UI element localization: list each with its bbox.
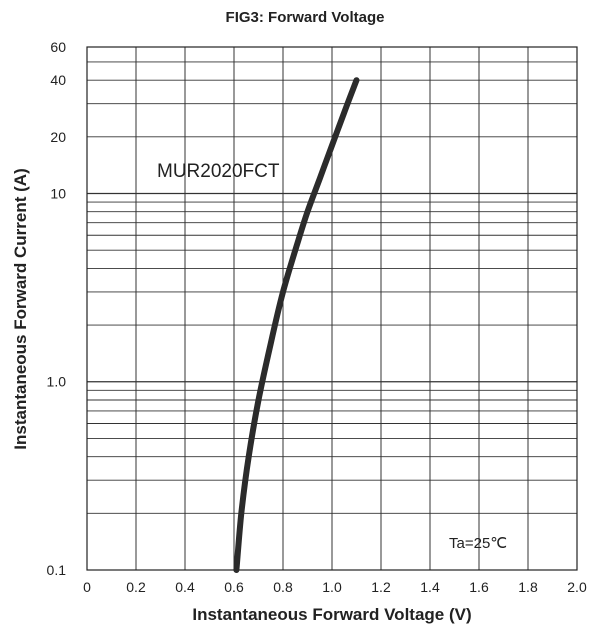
x-tick-label: 1.0 [322, 579, 342, 595]
y-tick-label: 10 [50, 185, 66, 201]
y-tick-label: 0.1 [47, 562, 67, 578]
chart-title: FIG3: Forward Voltage [226, 9, 385, 26]
x-tick-labels: 0 0.2 0.4 0.6 0.8 1.0 1.2 1.4 1.6 1.8 2.0 [83, 579, 587, 595]
x-tick-label: 0 [83, 579, 91, 595]
series-line-mur2020fct [233, 77, 360, 573]
x-tick-label: 1.4 [420, 579, 440, 595]
x-tick-label: 0.4 [175, 579, 195, 595]
x-tick-label: 1.6 [469, 579, 489, 595]
y-axis-title: Instantaneous Forward Current (A) [11, 168, 30, 449]
x-tick-label: 1.2 [371, 579, 391, 595]
y-tick-label: 40 [50, 72, 66, 88]
x-tick-label: 1.8 [518, 579, 538, 595]
x-tick-label: 0.2 [126, 579, 146, 595]
series-label: MUR2020FCT [157, 161, 280, 182]
plot-frame [86, 46, 578, 571]
grid [87, 47, 577, 570]
x-tick-label: 0.6 [224, 579, 244, 595]
y-tick-label: 60 [50, 39, 66, 55]
y-tick-label: 20 [50, 129, 66, 145]
x-tick-label: 0.8 [273, 579, 293, 595]
x-tick-label: 2.0 [567, 579, 587, 595]
y-tick-labels: 0.1 1.0 10 20 40 60 [47, 39, 67, 578]
x-axis-title: Instantaneous Forward Voltage (V) [192, 605, 471, 624]
temperature-annotation: Ta=25℃ [449, 535, 507, 552]
y-tick-label: 1.0 [47, 374, 67, 390]
